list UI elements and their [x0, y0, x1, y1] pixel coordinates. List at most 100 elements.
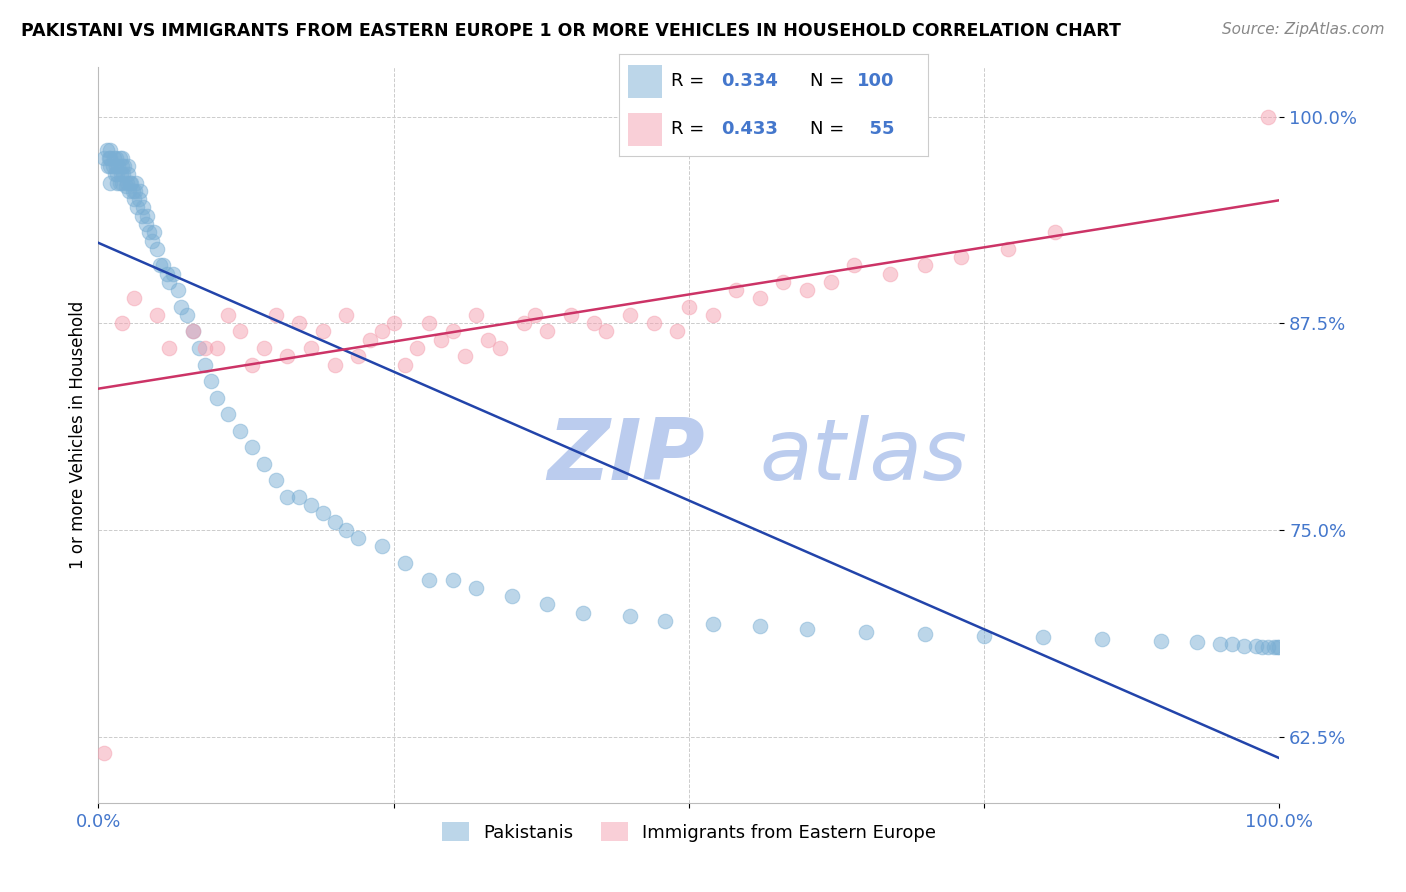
Point: [135, 209, 157, 223]
Text: 55: 55: [856, 120, 894, 138]
Point: [194, 358, 217, 372]
Point: [560, 308, 582, 322]
Point: [142, 225, 165, 239]
Point: [1043, 225, 1066, 239]
Point: [217, 407, 239, 421]
Point: [914, 627, 936, 641]
Point: [643, 316, 665, 330]
Point: [748, 292, 770, 306]
Point: [1091, 632, 1114, 646]
Point: [288, 316, 311, 330]
Point: [501, 589, 523, 603]
Text: 100: 100: [856, 72, 894, 90]
Point: [111, 176, 134, 190]
Point: [103, 151, 125, 165]
Point: [276, 490, 298, 504]
Point: [253, 341, 276, 355]
Point: [418, 573, 440, 587]
Point: [131, 209, 153, 223]
Point: [323, 358, 346, 372]
Point: [347, 531, 370, 545]
Point: [194, 341, 217, 355]
Point: [997, 242, 1019, 256]
Point: [122, 292, 145, 306]
Point: [135, 217, 157, 231]
Point: [128, 192, 150, 206]
Point: [112, 168, 135, 182]
Point: [124, 184, 146, 198]
Point: [115, 176, 138, 190]
Point: [465, 581, 488, 595]
Point: [101, 159, 124, 173]
Point: [879, 267, 901, 281]
Text: PAKISTANI VS IMMIGRANTS FROM EASTERN EUROPE 1 OR MORE VEHICLES IN HOUSEHOLD CORR: PAKISTANI VS IMMIGRANTS FROM EASTERN EUR…: [21, 22, 1121, 40]
Point: [949, 250, 972, 264]
Point: [128, 184, 150, 198]
Point: [371, 325, 394, 339]
Point: [104, 168, 127, 182]
Point: [335, 523, 357, 537]
Point: [855, 625, 877, 640]
Point: [98, 151, 121, 165]
Point: [110, 168, 132, 182]
Point: [240, 440, 263, 454]
Point: [702, 617, 724, 632]
Point: [93, 151, 115, 165]
Point: [111, 159, 134, 173]
Point: [489, 341, 512, 355]
Point: [796, 622, 818, 636]
Point: [181, 325, 204, 339]
Point: [465, 308, 488, 322]
Point: [146, 242, 169, 256]
Point: [678, 300, 700, 314]
Point: [187, 341, 209, 355]
Point: [371, 540, 394, 554]
Text: N =: N =: [810, 72, 851, 90]
Point: [844, 258, 866, 272]
Point: [176, 308, 198, 322]
Point: [702, 308, 724, 322]
Point: [121, 184, 143, 198]
Point: [111, 151, 134, 165]
Point: [323, 515, 346, 529]
Point: [121, 176, 143, 190]
Point: [748, 619, 770, 633]
Text: 0.334: 0.334: [721, 72, 778, 90]
Point: [117, 159, 139, 173]
Point: [619, 609, 641, 624]
Point: [772, 275, 794, 289]
Point: [524, 308, 547, 322]
Point: [229, 325, 252, 339]
Point: [1265, 640, 1288, 655]
Point: [217, 308, 239, 322]
Point: [98, 176, 121, 190]
Point: [138, 225, 160, 239]
Point: [205, 341, 228, 355]
Point: [666, 325, 689, 339]
Point: [725, 283, 748, 297]
Point: [108, 151, 131, 165]
Point: [96, 143, 118, 157]
Point: [441, 325, 464, 339]
Y-axis label: 1 or more Vehicles in Household: 1 or more Vehicles in Household: [69, 301, 87, 569]
Point: [264, 308, 287, 322]
Point: [118, 184, 141, 198]
Point: [1185, 635, 1208, 649]
Point: [973, 629, 995, 643]
Point: [382, 316, 405, 330]
Point: [583, 316, 606, 330]
Text: R =: R =: [671, 120, 710, 138]
Point: [418, 316, 440, 330]
Point: [157, 341, 180, 355]
Point: [170, 300, 193, 314]
Point: [240, 358, 263, 372]
Point: [200, 374, 222, 388]
Point: [122, 192, 145, 206]
Point: [114, 178, 136, 193]
Point: [312, 325, 335, 339]
Text: ZIP: ZIP: [547, 416, 704, 499]
Point: [98, 151, 121, 165]
Point: [162, 267, 184, 281]
Point: [149, 258, 172, 272]
Point: [152, 258, 174, 272]
